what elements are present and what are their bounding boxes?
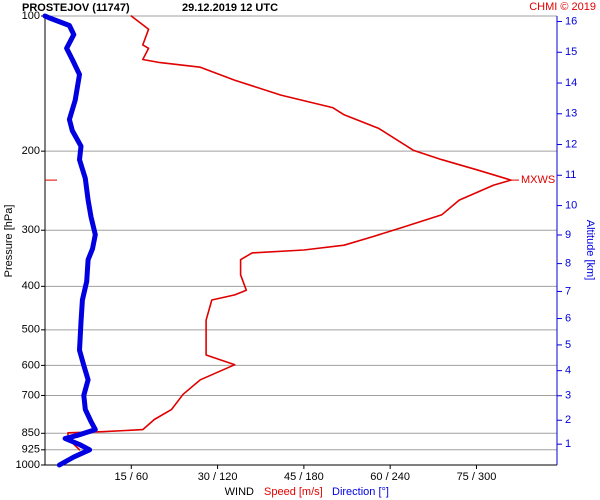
y-tick-label: 600 bbox=[22, 359, 40, 371]
profile-line bbox=[42, 13, 98, 468]
y2-tick-label: 10 bbox=[565, 199, 577, 211]
y-tick-label: 200 bbox=[22, 145, 40, 157]
chart-subtitle: 29.12.2019 12 UTC bbox=[182, 2, 278, 14]
y2-tick-label: 1 bbox=[565, 438, 571, 450]
y2-tick-label: 14 bbox=[565, 77, 577, 89]
annotation: MXWS bbox=[521, 174, 555, 186]
y-tick-label: 925 bbox=[22, 444, 40, 456]
x-tick-label: 15 / 60 bbox=[114, 471, 148, 483]
x-tick-label: 30 / 120 bbox=[198, 471, 238, 483]
y-tick-label: 300 bbox=[22, 224, 40, 236]
y2-tick-label: 5 bbox=[565, 339, 571, 351]
y2-tick-label: 3 bbox=[565, 390, 571, 402]
y2-tick-label: 4 bbox=[565, 365, 571, 377]
credit: CHMI © 2019 bbox=[529, 1, 596, 13]
legend-entry: Direction [°] bbox=[332, 486, 389, 498]
y-tick-label: 500 bbox=[22, 324, 40, 336]
y2-tick-label: 16 bbox=[565, 15, 577, 27]
x-tick-label: 45 / 180 bbox=[284, 471, 324, 483]
y2-tick-label: 9 bbox=[565, 229, 571, 241]
profile-line bbox=[67, 15, 512, 451]
y-tick-label: 400 bbox=[22, 280, 40, 292]
y2-tick-label: 7 bbox=[565, 285, 571, 297]
x-tick-label: 75 / 300 bbox=[457, 471, 497, 483]
y2-axis-label: Altitude [km] bbox=[584, 220, 596, 281]
y-axis-label: Pressure [hPa] bbox=[3, 205, 15, 278]
legend-entry: Speed [m/s] bbox=[264, 486, 323, 498]
y-tick-label: 100 bbox=[22, 10, 40, 22]
y2-tick-label: 8 bbox=[565, 258, 571, 270]
y-tick-label: 850 bbox=[22, 427, 40, 439]
y-tick-label: 1000 bbox=[16, 459, 40, 471]
y2-tick-label: 2 bbox=[565, 414, 571, 426]
y2-tick-label: 11 bbox=[565, 169, 576, 181]
y2-tick-label: 13 bbox=[565, 108, 577, 120]
y2-tick-label: 12 bbox=[565, 138, 577, 150]
x-tick-label: 60 / 240 bbox=[370, 471, 410, 483]
y2-tick-label: 15 bbox=[565, 46, 577, 58]
y2-tick-label: 6 bbox=[565, 312, 571, 324]
y-tick-label: 700 bbox=[22, 389, 40, 401]
chart-title: PROSTEJOV (11747) bbox=[22, 2, 130, 14]
x-axis-label: WIND bbox=[225, 486, 254, 498]
